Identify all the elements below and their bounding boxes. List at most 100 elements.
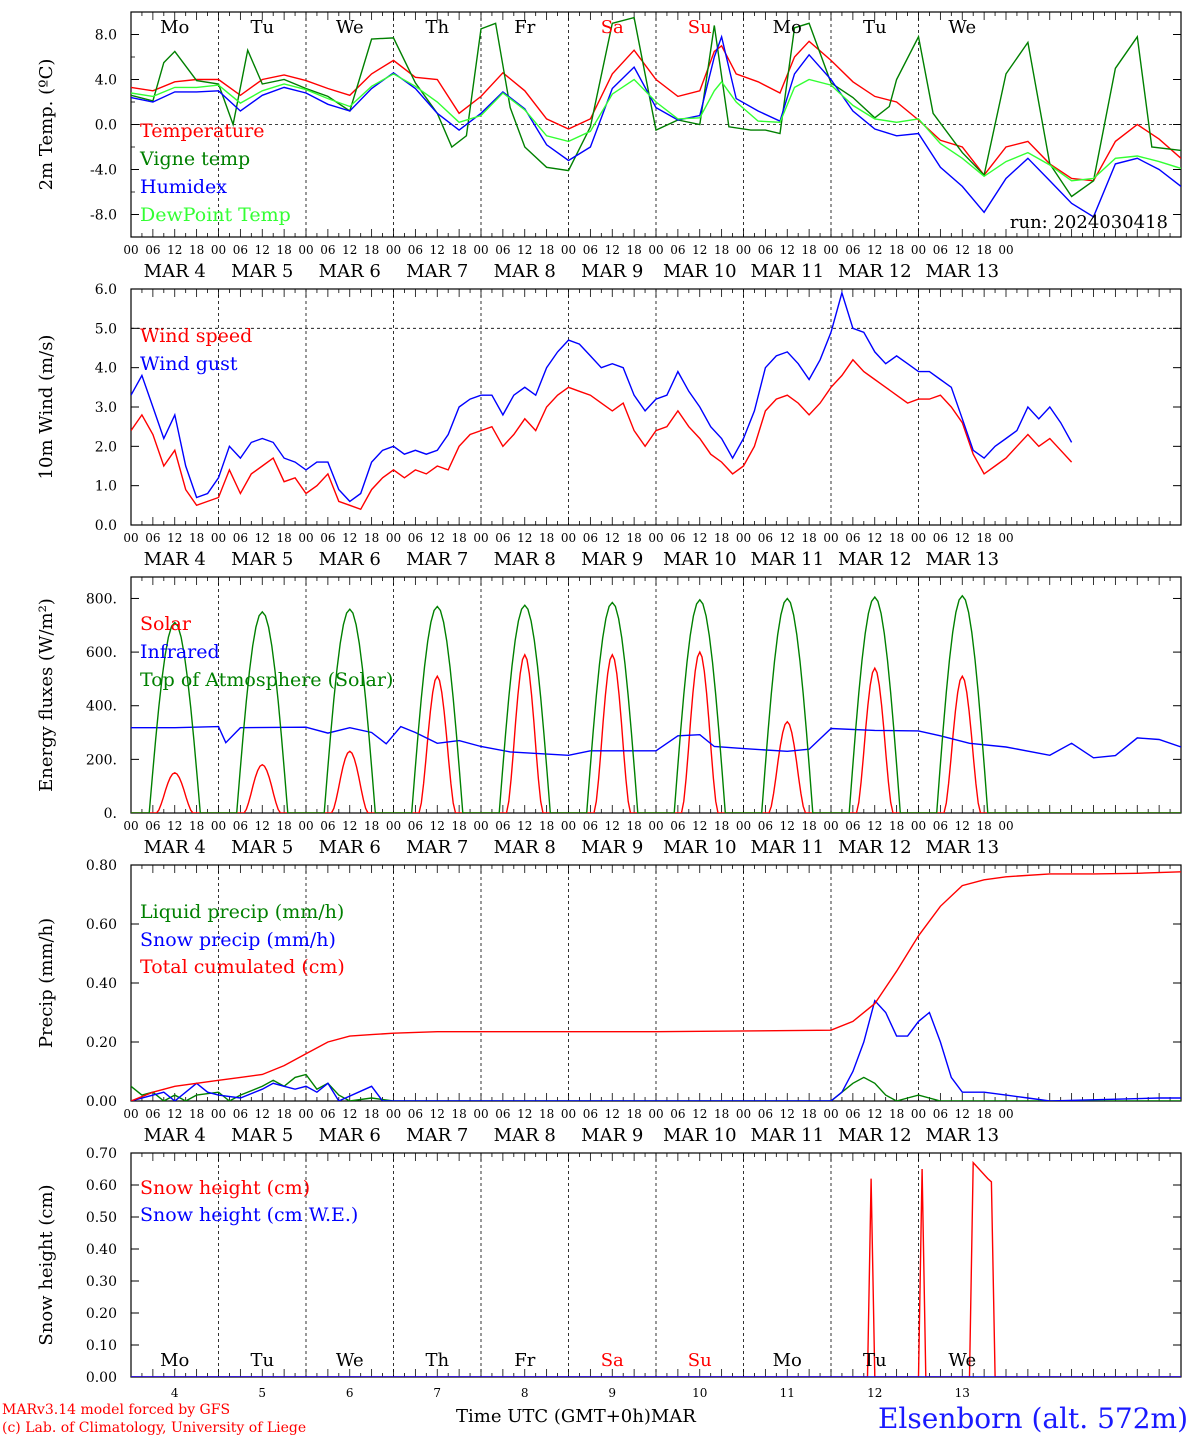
hour-label: 12 <box>167 1107 182 1121</box>
legend-entry: Wind gust <box>140 353 238 375</box>
hour-label: 00 <box>298 243 313 257</box>
hour-label: 18 <box>626 531 641 545</box>
y-tick-label: 0.00 <box>86 1094 117 1110</box>
date-label: MAR 11 <box>750 1125 824 1146</box>
weekday-label: Sa <box>601 1350 624 1371</box>
hour-label: 12 <box>867 243 882 257</box>
hour-label: 06 <box>933 819 948 833</box>
hour-label: 18 <box>539 243 554 257</box>
date-label: MAR 6 <box>319 1125 381 1146</box>
date-label: MAR 8 <box>494 549 556 570</box>
hour-label: 12 <box>692 531 707 545</box>
hour-label: 00 <box>736 819 751 833</box>
date-label: MAR 7 <box>406 261 468 282</box>
date-label: MAR 5 <box>231 261 293 282</box>
weekday-label: Th <box>425 1350 449 1371</box>
series-line-solar <box>131 650 1181 813</box>
y-tick-label: 600. <box>86 645 117 661</box>
series-line-dewpoint-temp <box>131 73 1181 182</box>
hour-label: 06 <box>320 819 335 833</box>
y-tick-label: 2.0 <box>95 439 117 455</box>
date-label: MAR 4 <box>144 837 206 858</box>
legend-entry: Infrared <box>140 641 220 663</box>
series-line-snow-precip-mm-h- <box>131 999 1181 1101</box>
y-tick-label: 5.0 <box>95 321 117 337</box>
day-number-label: 4 <box>171 1386 179 1400</box>
day-number-label: 13 <box>955 1386 970 1400</box>
date-label: MAR 9 <box>581 1125 643 1146</box>
hour-label: 00 <box>386 819 401 833</box>
legend-entry: Top of Atmosphere (Solar) <box>140 669 393 691</box>
date-label: MAR 8 <box>494 261 556 282</box>
date-label: MAR 12 <box>838 549 912 570</box>
hour-label: 18 <box>714 819 729 833</box>
weekday-label: Mo <box>773 17 802 38</box>
hour-label: 00 <box>823 531 838 545</box>
hour-label: 18 <box>451 819 466 833</box>
y-axis-label: Snow height (cm) <box>36 1184 57 1345</box>
hour-label: 12 <box>955 1107 970 1121</box>
hour-label: 18 <box>801 531 816 545</box>
hour-label: 06 <box>233 531 248 545</box>
hour-label: 12 <box>605 1107 620 1121</box>
hour-label: 06 <box>320 243 335 257</box>
date-label: MAR 12 <box>838 261 912 282</box>
hour-label: 00 <box>386 531 401 545</box>
series-line-liquid-precip-mm-h- <box>131 1073 1181 1101</box>
weekday-label: Tu <box>250 17 274 38</box>
hour-label: 12 <box>955 531 970 545</box>
weekday-label: Mo <box>160 17 189 38</box>
hour-label: 12 <box>605 531 620 545</box>
weekday-label: Tu <box>863 1350 887 1371</box>
hour-label: 18 <box>189 819 204 833</box>
hour-label: 00 <box>473 819 488 833</box>
hour-label: 12 <box>342 243 357 257</box>
date-label: MAR 7 <box>406 837 468 858</box>
hour-label: 06 <box>145 819 160 833</box>
hour-label: 18 <box>801 243 816 257</box>
hour-label: 00 <box>211 819 226 833</box>
hour-label: 18 <box>364 1107 379 1121</box>
station-label: Elsenborn (alt. 572m) <box>877 1402 1188 1435</box>
hour-label: 18 <box>276 243 291 257</box>
weekday-label: Th <box>425 17 449 38</box>
hour-label: 12 <box>867 531 882 545</box>
hour-label: 00 <box>561 1107 576 1121</box>
hour-label: 12 <box>342 531 357 545</box>
weekday-label: Tu <box>250 1350 274 1371</box>
hour-label: 12 <box>605 819 620 833</box>
hour-label: 06 <box>233 1107 248 1121</box>
day-number-label: 11 <box>780 1386 795 1400</box>
hour-label: 06 <box>145 1107 160 1121</box>
legend-entry: Wind speed <box>140 325 252 347</box>
y-tick-label: 0.40 <box>86 976 117 992</box>
hour-label: 12 <box>517 1107 532 1121</box>
date-label: MAR 7 <box>406 549 468 570</box>
hour-label: 12 <box>255 819 270 833</box>
hour-label: 06 <box>845 819 860 833</box>
date-label: MAR 6 <box>319 549 381 570</box>
hour-label: 06 <box>145 531 160 545</box>
date-label: MAR 9 <box>581 837 643 858</box>
series-line-top-of-atmosphere-solar- <box>131 594 1181 813</box>
hour-label: 12 <box>517 531 532 545</box>
hour-label: 18 <box>889 531 904 545</box>
date-label: MAR 10 <box>663 549 737 570</box>
hour-label: 00 <box>998 819 1013 833</box>
hour-label: 18 <box>364 531 379 545</box>
weekday-label: We <box>336 1350 364 1371</box>
date-label: MAR 5 <box>231 549 293 570</box>
panel-temp <box>130 11 1182 238</box>
hour-label: 06 <box>495 531 510 545</box>
weekday-label: Mo <box>773 1350 802 1371</box>
hour-label: 00 <box>648 819 663 833</box>
y-axis-label: Energy fluxes (W/m²) <box>36 598 57 792</box>
hour-label: 00 <box>211 243 226 257</box>
hour-label: 18 <box>976 1107 991 1121</box>
hour-label: 00 <box>561 531 576 545</box>
hour-label: 18 <box>451 531 466 545</box>
hour-label: 18 <box>189 1107 204 1121</box>
hour-label: 12 <box>692 243 707 257</box>
hour-label: 18 <box>189 531 204 545</box>
hour-label: 12 <box>955 819 970 833</box>
